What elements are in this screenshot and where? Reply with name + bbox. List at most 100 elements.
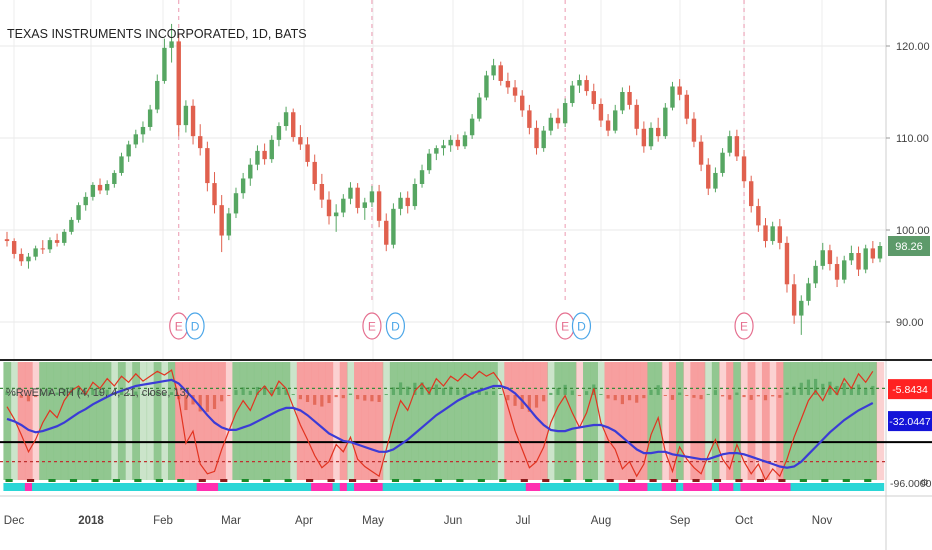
status-strip bbox=[325, 483, 334, 491]
candle-body bbox=[226, 213, 232, 236]
zone-band bbox=[53, 362, 62, 480]
y-tick-label: 90.00 bbox=[896, 317, 924, 329]
zone-band bbox=[60, 362, 69, 480]
indicator-label: %RwEMA RH (4, 19, 4, 21, close, 13) bbox=[6, 387, 190, 399]
zone-band bbox=[361, 362, 369, 480]
x-tick-label: Sep bbox=[670, 515, 690, 527]
status-strip bbox=[797, 483, 806, 491]
candle-body bbox=[799, 300, 804, 316]
zone-band bbox=[32, 362, 40, 480]
status-strip bbox=[840, 483, 849, 491]
zone-band bbox=[404, 362, 412, 480]
current-price-label: 98.26 bbox=[895, 241, 923, 253]
zone-band bbox=[697, 362, 706, 480]
status-strip bbox=[182, 483, 191, 491]
candle-body bbox=[341, 198, 346, 213]
zone-band bbox=[303, 362, 312, 480]
candle-body bbox=[205, 148, 210, 184]
candle-body bbox=[276, 126, 282, 140]
histogram-bar bbox=[55, 392, 59, 395]
status-strip bbox=[633, 483, 641, 491]
status-strip bbox=[24, 483, 33, 491]
histogram-bar bbox=[134, 391, 138, 395]
status-dot bbox=[284, 479, 292, 482]
histogram-bar bbox=[406, 386, 410, 395]
candle-body bbox=[827, 250, 833, 265]
histogram-bar bbox=[84, 390, 88, 395]
status-dot bbox=[864, 479, 872, 482]
status-strip bbox=[747, 483, 756, 491]
histogram-bar bbox=[377, 395, 381, 402]
candle-body bbox=[248, 164, 253, 179]
histogram-bar bbox=[742, 395, 746, 398]
candle-body bbox=[820, 250, 825, 266]
zone-band bbox=[132, 362, 140, 480]
zone-band bbox=[3, 362, 12, 480]
histogram-bar bbox=[678, 392, 682, 395]
histogram-bar bbox=[685, 395, 689, 396]
histogram-bar bbox=[391, 387, 396, 395]
status-strip bbox=[783, 483, 792, 491]
candle-body bbox=[598, 103, 604, 121]
zone-band bbox=[854, 362, 863, 480]
status-strip bbox=[583, 483, 591, 491]
settings-icon[interactable]: ⚙ bbox=[920, 478, 929, 489]
status-dot bbox=[91, 479, 99, 482]
histogram-bar bbox=[534, 395, 539, 408]
histogram-bar bbox=[155, 391, 159, 395]
candle-body bbox=[112, 172, 117, 184]
candle-body bbox=[355, 187, 360, 208]
zone-band bbox=[96, 362, 105, 480]
candle-body bbox=[806, 283, 811, 301]
zone-band bbox=[747, 362, 756, 480]
zone-band bbox=[604, 362, 613, 480]
candle-body bbox=[240, 178, 246, 194]
candle-body bbox=[33, 248, 38, 257]
status-strip bbox=[833, 483, 842, 491]
status-dot bbox=[69, 479, 78, 482]
status-strip bbox=[475, 483, 484, 491]
zone-band bbox=[611, 362, 620, 480]
status-strip bbox=[46, 483, 55, 491]
zone-band bbox=[268, 362, 276, 480]
earnings-marker bbox=[734, 312, 754, 340]
status-strip bbox=[540, 483, 548, 491]
zone-band bbox=[468, 362, 477, 480]
candle-body bbox=[391, 208, 396, 245]
zone-band bbox=[776, 362, 784, 480]
zone-band bbox=[289, 362, 298, 480]
status-strip bbox=[39, 483, 47, 491]
zone-band bbox=[554, 362, 563, 480]
status-dot bbox=[220, 479, 228, 482]
status-dot bbox=[585, 479, 593, 482]
histogram-bar bbox=[5, 391, 9, 395]
status-strip bbox=[862, 483, 870, 491]
status-strip bbox=[246, 483, 255, 491]
status-strip bbox=[346, 483, 355, 491]
chart-title: TEXAS INSTRUMENTS INCORPORATED, 1D, BATS bbox=[7, 27, 307, 41]
zone-band bbox=[203, 362, 212, 480]
histogram-bar bbox=[570, 390, 574, 395]
candle-body bbox=[570, 85, 575, 104]
status-strip bbox=[561, 483, 570, 491]
earnings-marker bbox=[362, 312, 382, 340]
zone-band bbox=[790, 362, 799, 480]
zone-band bbox=[575, 362, 584, 480]
candle-body bbox=[469, 118, 475, 136]
candle-body bbox=[834, 264, 840, 280]
status-dot bbox=[348, 479, 357, 482]
histogram-bar bbox=[620, 395, 624, 405]
x-tick-label: Jul bbox=[516, 515, 531, 527]
zone-band bbox=[812, 362, 820, 480]
histogram-bar bbox=[856, 384, 861, 395]
status-strip bbox=[640, 483, 649, 491]
candle-body bbox=[419, 170, 425, 184]
dividend-marker bbox=[571, 312, 592, 340]
status-strip bbox=[132, 483, 140, 491]
candle-body bbox=[233, 193, 239, 214]
status-dot bbox=[327, 479, 335, 482]
candle-body bbox=[813, 265, 818, 284]
candle-body bbox=[47, 240, 53, 250]
indicator-value-label: -5.8434 bbox=[892, 384, 928, 396]
candle-body bbox=[219, 205, 224, 236]
